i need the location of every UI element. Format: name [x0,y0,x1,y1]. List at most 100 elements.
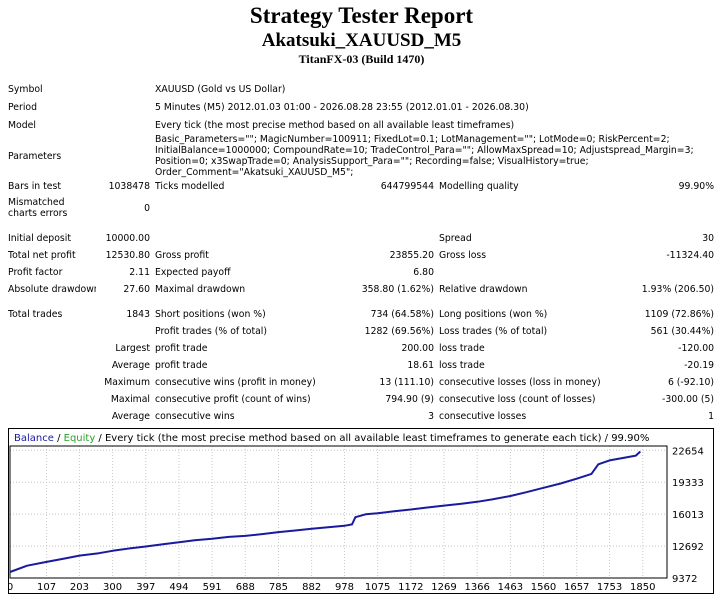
x-axis-ticks: 0 107 203 300 397 494 591 688 785 882 978 1075 1172 1… [8,582,655,593]
spread-label: Spread [439,233,472,244]
x-tick-label: 1850 [630,582,655,593]
average-consecutive-losses-value: 1 [708,411,715,422]
y-axis-ticks: 9372 12692 16013 19333 22654 [672,446,704,585]
ticks-value: 644799544 [380,181,434,192]
max-consecutive-losses-value: 6 (-92.10) [667,377,715,388]
symbol-label: Symbol [8,83,43,95]
average-loss-label: loss trade [439,360,485,371]
deposit-label: Initial deposit [8,233,71,244]
max-consecutive-loss-label: consecutive loss (count of losses) [439,394,596,405]
x-tick-label: 1753 [597,582,622,593]
average-consecutive-wins-label: consecutive wins [155,411,235,422]
legend-description: / Every tick (the most precise method ba… [95,433,649,444]
loss-trades-label: Loss trades (% of total) [439,326,548,337]
maximal-drawdown-label: Maximal drawdown [155,284,246,295]
parameters-value: Basic_Parameters=""; MagicNumber=100911;… [155,134,694,178]
mismatch-label: Mismatched charts errors [8,197,68,219]
total-trades-value: 1843 [126,309,150,320]
maximal-label: Maximal [110,394,150,405]
x-tick-label: 1269 [431,582,456,593]
spread-value: 30 [702,233,715,244]
short-positions-value: 734 (64.58%) [370,309,434,320]
y-tick-label: 22654 [672,446,704,457]
report-table: Symbol XAUUSD (Gold vs US Dollar) Period… [8,79,714,425]
max-consecutive-profit-label: consecutive profit (count of wins) [155,394,311,405]
period-label: Period [8,102,37,113]
balance-chart: 0 107 203 300 397 494 591 688 785 882 978 1075 1172 1… [8,428,714,594]
report-title: Strategy Tester Report [249,3,474,28]
loss-trades-value: 561 (30.44%) [650,326,715,337]
parameters-label: Parameters [8,150,62,162]
ticks-label: Ticks modelled [155,181,225,192]
long-positions-label: Long positions (won %) [439,309,548,320]
x-tick-label: 1172 [398,582,423,593]
model-label: Model [8,119,36,131]
average-consecutive-label: Average [111,411,150,422]
chart-frame [8,428,714,594]
average-loss-value: -20.19 [684,360,715,371]
long-positions-value: 1109 (72.86%) [644,309,715,320]
expected-payoff-value: 6.80 [413,267,434,278]
profit-trades-value: 1282 (69.56%) [364,326,434,337]
short-positions-label: Short positions (won %) [155,309,266,320]
model-value: Every tick (the most precise method base… [155,119,515,131]
largest-label: Largest [115,343,150,354]
relative-drawdown-value: 1.93% (206.50) [641,284,715,295]
bars-label: Bars in test [8,181,61,192]
x-tick-label: 1366 [464,582,489,593]
series-layer [9,450,641,573]
build-info: TitanFX-03 (Build 1470) [298,52,425,66]
average-consecutive-wins-value: 3 [428,411,434,422]
y-tick-label: 19333 [672,478,704,489]
x-tick-label: 1657 [564,582,589,593]
quality-label: Modelling quality [439,181,519,192]
x-tick-label: 494 [169,582,188,593]
deposit-value: 10000.00 [105,233,150,244]
x-tick-label: 0 [8,582,13,593]
average-profit-value: 18.61 [407,360,434,371]
average-consecutive-losses-label: consecutive losses [439,411,527,422]
chart-legend: Balance / Equity / Every tick (the most … [14,433,649,444]
max-consecutive-wins-value: 13 (111.10) [379,377,434,388]
largest-profit-value: 200.00 [401,343,434,354]
gross-loss-label: Gross loss [439,250,487,261]
gross-loss-value: -11324.40 [666,250,715,261]
max-consecutive-profit-value: 794.90 (9) [385,394,434,405]
x-tick-label: 882 [302,582,321,593]
total-trades-label: Total trades [8,309,63,320]
absolute-drawdown-label: Absolute drawdown [8,284,96,295]
absolute-drawdown-value: 27.60 [123,284,150,295]
y-tick-label: 16013 [672,510,704,521]
average-label: Average [111,360,150,371]
expected-payoff-label: Expected payoff [155,267,231,278]
x-tick-label: 688 [236,582,255,593]
x-tick-label: 978 [335,582,354,593]
x-tick-label: 107 [37,582,56,593]
largest-profit-label: profit trade [155,343,208,354]
chart-grid [9,446,667,579]
legend-balance: Balance [14,433,54,444]
net-profit-label: Total net profit [8,250,76,261]
profit-factor-value: 2.11 [129,267,150,278]
x-tick-label: 397 [136,582,155,593]
y-tick-label: 12692 [672,542,704,553]
x-tick-label: 203 [70,582,89,593]
max-consecutive-losses-label: consecutive losses (loss in money) [439,377,601,388]
expert-name: Akatsuki_XAUUSD_M5 [261,30,462,51]
max-consecutive-loss-value: -300.00 (5) [662,394,715,405]
legend-equity: Equity [64,433,96,444]
maximal-drawdown-value: 358.80 (1.62%) [361,284,434,295]
x-tick-label: 1075 [365,582,390,593]
x-tick-label: 300 [103,582,122,593]
legend-separator: / [54,433,64,444]
period-value: 5 Minutes (M5) 2012.01.03 01:00 - 2026.0… [155,102,529,113]
x-tick-label: 1560 [531,582,556,593]
largest-loss-value: -120.00 [678,343,715,354]
largest-loss-label: loss trade [439,343,485,354]
gross-profit-value: 23855.20 [389,250,434,261]
maximum-label: Maximum [104,377,150,388]
quality-value: 99.90% [678,181,715,192]
x-tick-label: 591 [203,582,222,593]
profit-factor-label: Profit factor [8,267,63,278]
plot-area-border [9,445,668,579]
